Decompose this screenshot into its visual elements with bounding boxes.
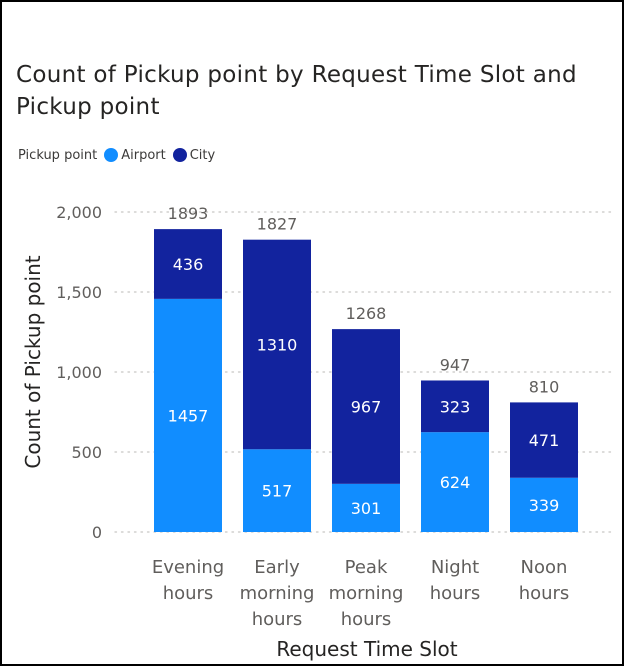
bar-segment-city[interactable] [510,402,578,478]
legend-item-airport[interactable]: Airport [104,148,166,163]
bar-segment-city[interactable] [332,329,400,484]
legend-item-city[interactable]: City [172,147,216,163]
total-label: 810 [529,377,560,396]
x-tick-label: Evening [152,557,224,578]
x-tick-label: hours [163,583,214,604]
bar-segment-airport[interactable] [243,449,311,532]
bar-segment-airport[interactable] [421,432,489,532]
data-label-city: 436 [173,255,204,274]
x-tick-label: Peak [345,557,388,578]
total-label: 1893 [168,204,209,223]
legend-title: Pickup point [18,147,98,163]
bar-segment-airport[interactable] [154,298,222,532]
x-tick-label: morning [329,583,404,604]
x-tick-label: hours [252,609,303,630]
y-tick-label: 1,000 [56,363,102,382]
y-tick-label: 1,500 [56,283,102,302]
bar-segment-city[interactable] [154,229,222,299]
chart-title: Count of Pickup point by Request Time Sl… [16,62,577,120]
data-label-airport: 339 [529,496,560,515]
x-axis-title: Request Time Slot [276,637,457,661]
x-tick-label: Noon [521,557,568,578]
data-label-city: 471 [529,431,560,450]
bar-segment-city[interactable] [421,380,489,433]
total-label: 1827 [257,215,298,234]
bar-segment-city[interactable] [243,239,311,450]
x-tick-label: hours [341,609,392,630]
total-label: 947 [440,355,471,374]
legend-label-city: City [189,147,216,163]
data-label-city: 1310 [257,335,298,354]
data-label-city: 323 [440,397,471,416]
data-label-airport: 1457 [168,406,209,425]
total-label: 1268 [346,304,387,323]
data-label-city: 967 [351,397,382,416]
bar-segment-airport[interactable] [332,483,400,532]
legend-label-airport: Airport [121,147,166,163]
legend-marker-airport [104,148,119,162]
data-label-airport: 301 [351,499,382,518]
y-axis-title: Count of Pickup point [21,255,45,468]
data-label-airport: 517 [262,482,293,501]
x-tick-label: hours [430,583,481,604]
x-tick-label: hours [519,583,570,604]
x-tick-label: Night [431,557,479,578]
data-label-airport: 624 [440,473,471,492]
legend-marker-city [172,148,187,162]
bar-segment-airport[interactable] [510,477,578,532]
y-tick-label: 2,000 [56,203,102,222]
legend: Pickup point Airport City [18,145,215,165]
x-tick-label: morning [240,583,315,604]
y-tick-label: 500 [71,443,102,462]
x-tick-label: Early [254,557,300,578]
y-tick-label: 0 [92,523,102,542]
